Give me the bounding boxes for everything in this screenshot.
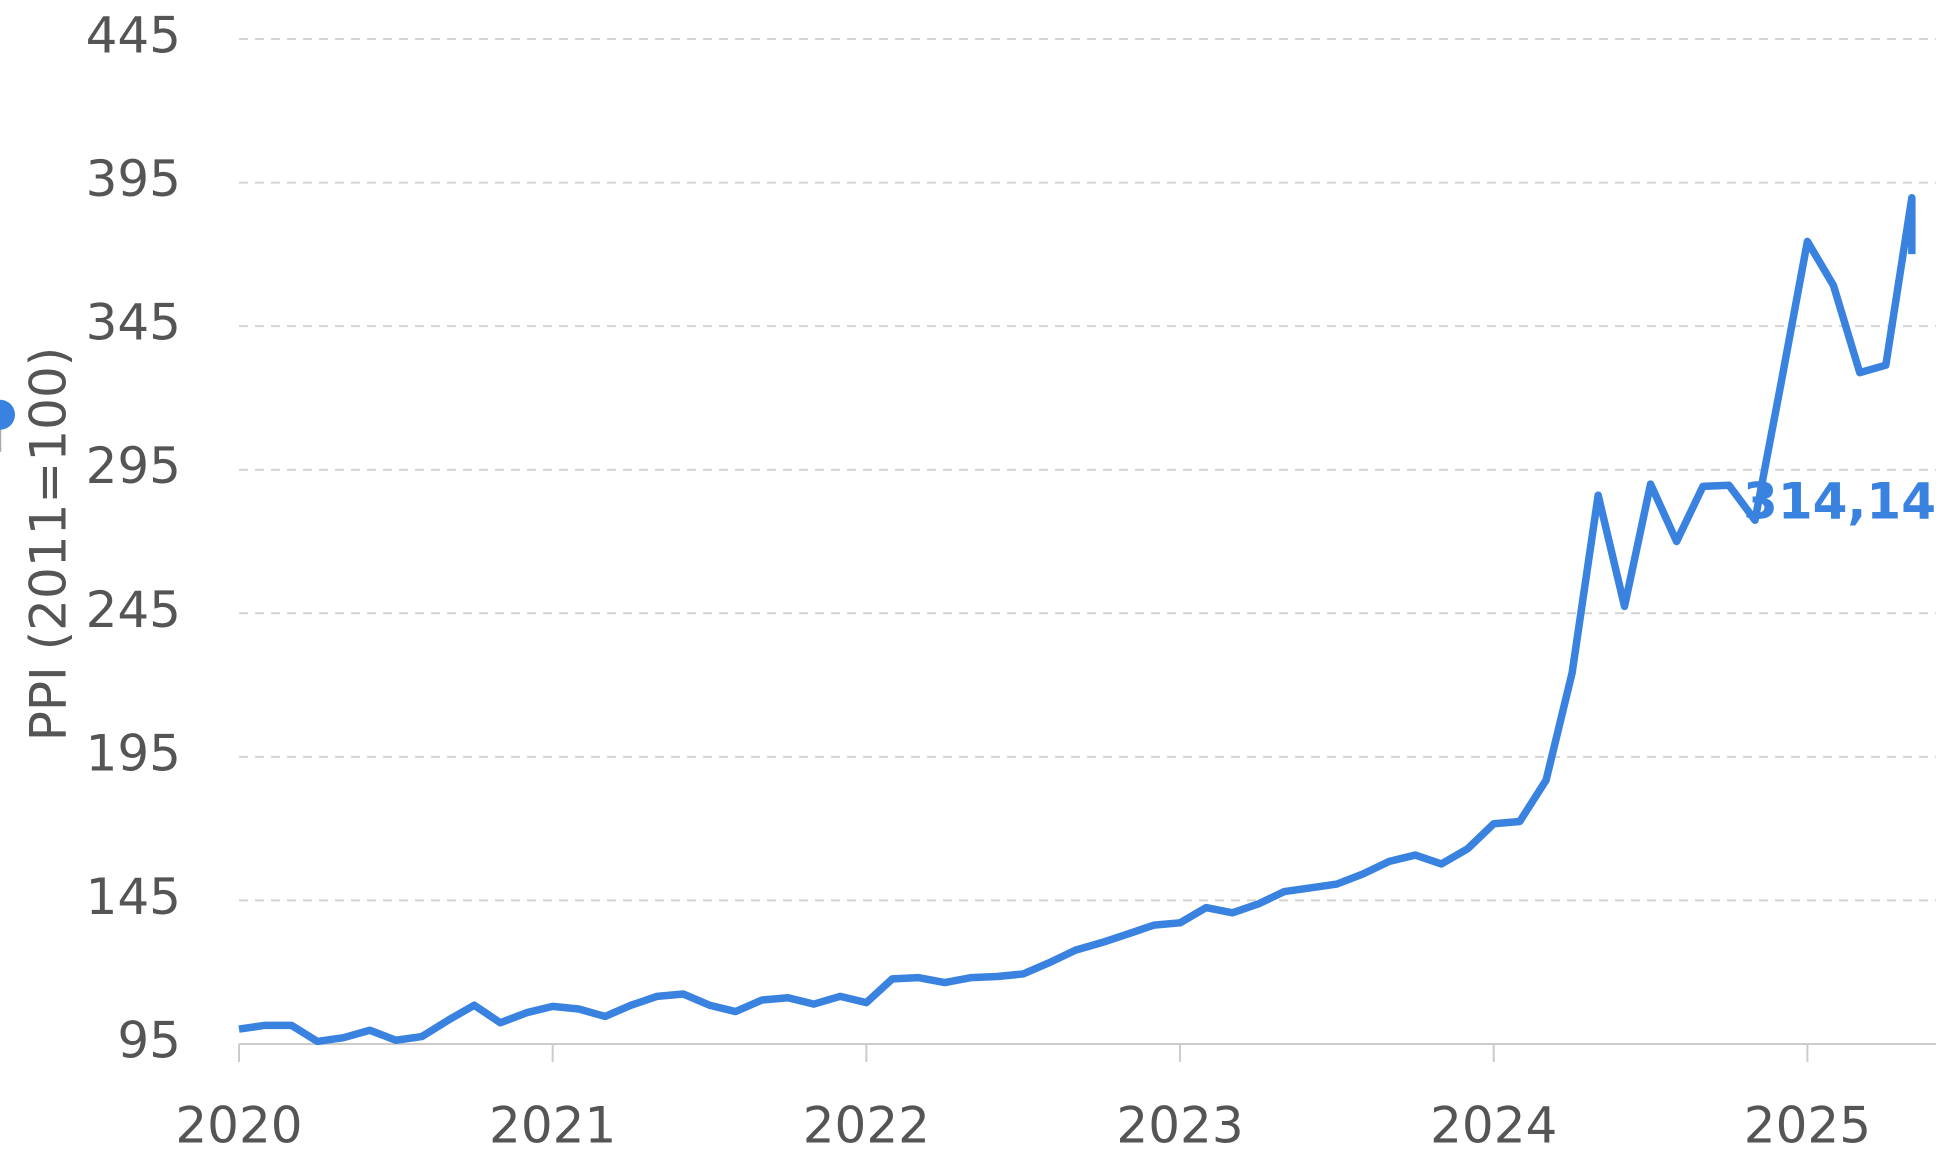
data-label: 314,14 (1743, 472, 1936, 530)
x-tick-label: 2023 (1116, 1097, 1243, 1155)
y-tick-label: 195 (86, 724, 181, 782)
data-line (238, 194, 1916, 1046)
x-tick-label: 2021 (489, 1097, 616, 1155)
y-axis-label: PPI (2011=100) (20, 347, 78, 742)
x-tick-label: 2025 (1744, 1097, 1871, 1155)
x-tick-label: 2020 (175, 1097, 302, 1155)
y-tick-label: 95 (117, 1012, 181, 1070)
y-tick-label: 445 (86, 7, 181, 65)
y-tick-label: 145 (86, 868, 181, 926)
x-tick-label: 2024 (1430, 1097, 1557, 1155)
y-tick-label: 345 (86, 294, 181, 352)
end-point (0, 399, 15, 430)
y-tick-label: 395 (86, 150, 181, 208)
y-tick-label: 245 (86, 581, 181, 639)
y-tick-label: 295 (86, 437, 181, 495)
x-tick-label: 2022 (803, 1097, 930, 1155)
